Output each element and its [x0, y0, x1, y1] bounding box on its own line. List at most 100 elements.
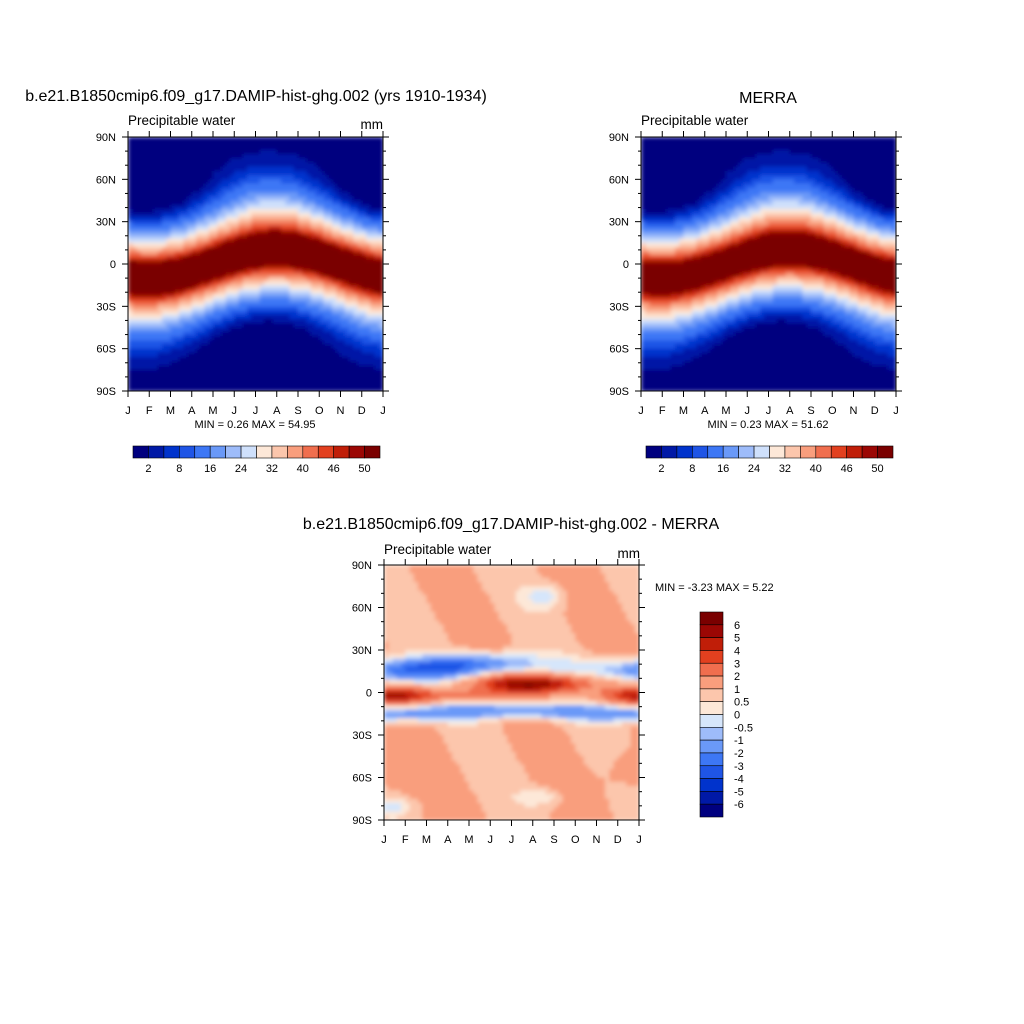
heatmap-cell — [887, 200, 893, 206]
heatmap-cell — [764, 179, 770, 185]
heatmap-cell — [196, 344, 201, 350]
heatmap-cell — [310, 344, 316, 350]
heatmap-cell — [315, 357, 320, 363]
heatmap-cell — [166, 242, 172, 248]
heatmap-cell — [378, 141, 383, 147]
heatmap-cell — [361, 352, 367, 358]
heatmap-cell — [361, 255, 367, 261]
heatmap-cell — [666, 196, 672, 202]
heatmap-cell — [170, 327, 176, 333]
heatmap-cell — [272, 319, 278, 324]
heatmap-cell — [378, 297, 383, 303]
heatmap-cell — [683, 179, 689, 185]
heatmap-cell — [734, 187, 740, 193]
heatmap-cell — [268, 183, 274, 189]
heatmap-cell — [191, 204, 197, 210]
heatmap-cell — [357, 357, 363, 363]
heatmap-cell — [845, 200, 850, 206]
heatmap-cell — [200, 221, 206, 227]
heatmap-cell — [747, 187, 753, 193]
heatmap-cell — [726, 217, 731, 223]
heatmap-cell — [794, 192, 799, 197]
x-tick-label: A — [273, 405, 281, 417]
heatmap-cell — [221, 221, 227, 227]
heatmap-cell — [696, 213, 702, 219]
heatmap-cell — [217, 234, 223, 240]
heatmap-cell — [217, 230, 223, 236]
heatmap-cell — [760, 162, 765, 168]
heatmap-cell — [204, 297, 210, 303]
heatmap-cell — [293, 340, 299, 346]
heatmap-cell — [234, 170, 240, 176]
heatmap-cell — [136, 158, 142, 164]
heatmap-cell — [374, 196, 380, 202]
heatmap-cell — [366, 386, 371, 391]
heatmap-cell — [319, 187, 325, 193]
heatmap-cell — [221, 259, 227, 265]
heatmap-cell — [132, 319, 138, 324]
heatmap-cell — [361, 137, 367, 142]
heatmap-cell — [306, 306, 312, 312]
heatmap-cell — [145, 357, 150, 363]
heatmap-cell — [353, 141, 359, 147]
heatmap-cell — [149, 238, 155, 244]
heatmap-cell — [268, 141, 274, 147]
heatmap-cell — [242, 357, 248, 363]
heatmap-cell — [251, 314, 257, 320]
heatmap-cell — [285, 255, 291, 261]
heatmap-cell — [336, 204, 342, 210]
heatmap-cell — [208, 221, 214, 227]
heatmap-cell — [170, 335, 176, 341]
heatmap-cell — [153, 221, 159, 227]
heatmap-cell — [891, 196, 896, 202]
heatmap-cell — [179, 357, 184, 363]
heatmap-cell — [306, 259, 312, 265]
heatmap-cell — [709, 192, 714, 197]
heatmap-cell — [726, 221, 731, 227]
heatmap-cell — [361, 183, 367, 189]
heatmap-cell — [675, 149, 680, 155]
heatmap-cell — [883, 192, 889, 197]
heatmap-cell — [378, 187, 383, 193]
heatmap-cell — [310, 234, 316, 240]
heatmap-cell — [149, 208, 155, 214]
heatmap-cell — [653, 153, 659, 159]
heatmap-cell — [319, 213, 325, 219]
heatmap-cell — [281, 247, 286, 252]
heatmap-cell — [170, 230, 176, 236]
heatmap-cell — [764, 183, 770, 189]
heatmap-cell — [353, 276, 359, 282]
heatmap-cell — [179, 386, 184, 391]
heatmap-cell — [208, 213, 214, 219]
heatmap-cell — [709, 158, 714, 164]
heatmap-cell — [310, 170, 316, 176]
heatmap-cell — [196, 213, 201, 219]
heatmap-cell — [866, 204, 872, 210]
heatmap-cell — [281, 158, 286, 164]
heatmap-cell — [344, 162, 350, 168]
heatmap-cell — [315, 331, 320, 337]
heatmap-cell — [378, 175, 383, 181]
heatmap-cell — [191, 280, 197, 286]
heatmap-cell — [281, 192, 286, 197]
heatmap-cell — [700, 213, 706, 219]
heatmap-cell — [374, 314, 380, 320]
heatmap-cell — [204, 166, 210, 172]
heatmap-cell — [751, 179, 757, 185]
heatmap-cell — [323, 297, 329, 303]
heatmap-cell — [162, 225, 167, 231]
heatmap-cell — [361, 158, 367, 164]
heatmap-cell — [687, 137, 693, 142]
heatmap-cell — [191, 335, 197, 341]
heatmap-cell — [378, 238, 383, 244]
heatmap-cell — [238, 357, 244, 363]
heatmap-cell — [357, 149, 363, 155]
heatmap-cell — [743, 162, 748, 168]
heatmap-cell — [344, 319, 350, 324]
heatmap-cell — [264, 348, 269, 354]
heatmap-cell — [357, 310, 363, 316]
heatmap-cell — [319, 348, 325, 354]
heatmap-cell — [357, 242, 363, 248]
heatmap-cell — [713, 221, 719, 227]
heatmap-cell — [332, 293, 337, 299]
